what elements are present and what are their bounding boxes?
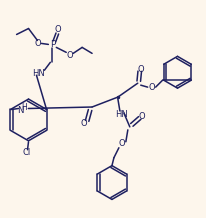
Text: O: O	[137, 65, 144, 74]
Text: O: O	[55, 25, 62, 34]
Text: O: O	[119, 139, 125, 148]
Text: O: O	[138, 112, 145, 121]
Text: O: O	[34, 39, 41, 48]
Text: O: O	[81, 119, 87, 128]
Text: O: O	[67, 51, 74, 60]
Text: P: P	[50, 40, 55, 49]
Text: Cl: Cl	[22, 148, 31, 157]
Text: HN: HN	[116, 111, 128, 119]
Text: H: H	[21, 103, 27, 112]
Text: N: N	[17, 106, 24, 115]
Text: O: O	[148, 83, 155, 92]
Text: HN: HN	[32, 69, 45, 78]
